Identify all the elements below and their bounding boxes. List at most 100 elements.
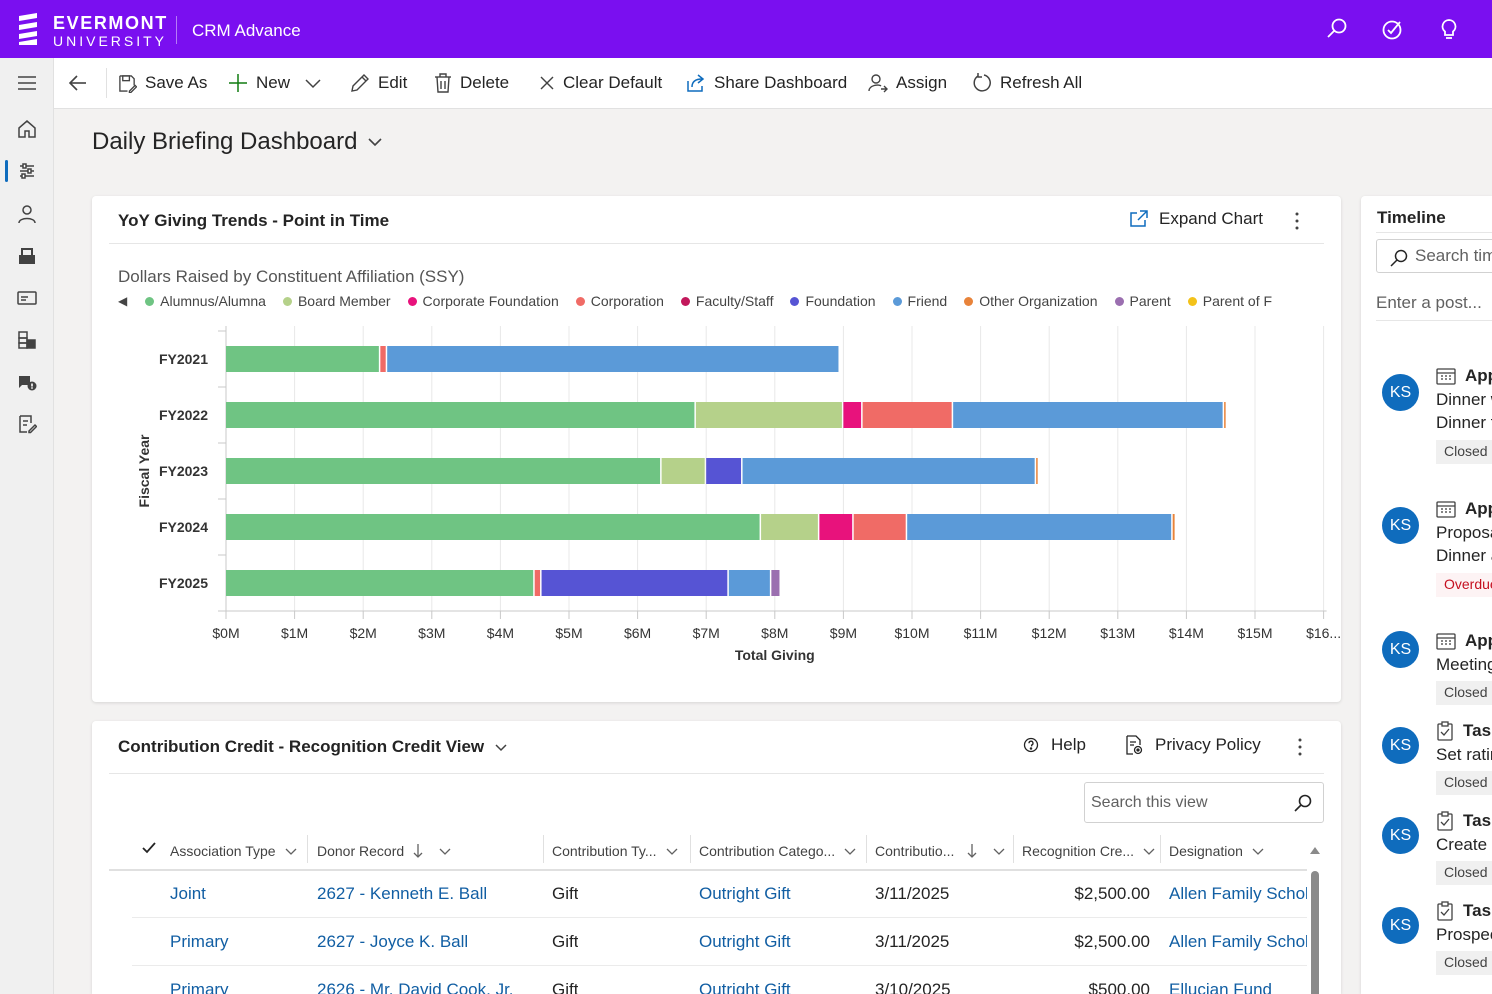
association-type-link[interactable]: Primary: [170, 932, 229, 951]
task-check-icon[interactable]: [1381, 17, 1405, 41]
legend-item[interactable]: Parent: [1114, 293, 1171, 309]
timeline-entry[interactable]: KS Appointment Proposal Dinner and Overdue: [1361, 499, 1492, 627]
lightbulb-icon[interactable]: [1437, 17, 1461, 41]
timeline-entry[interactable]: KS Appointment Meeting Closed: [1361, 631, 1492, 759]
app-name[interactable]: CRM Advance: [192, 21, 301, 40]
column-header-contribution-category[interactable]: Contribution Catego...: [699, 831, 864, 871]
y-category-label: FY2021: [159, 351, 208, 367]
contribution-category-link[interactable]: Outright Gift: [699, 884, 791, 903]
search-icon[interactable]: [1325, 17, 1349, 41]
timeline-entry[interactable]: KS Appointment Dinner with Dinner to Closed: [1361, 366, 1492, 494]
select-all-checkmark-icon[interactable]: [141, 840, 157, 856]
dashboard-selector[interactable]: Daily Briefing Dashboard: [92, 128, 383, 156]
help-icon: [1023, 737, 1039, 753]
app-header: EVERMONT UNIVERSITY CRM Advance: [0, 0, 1492, 58]
clear-default-button[interactable]: Clear Default: [539, 70, 662, 96]
association-type-link[interactable]: Joint: [170, 884, 206, 903]
contact-icon[interactable]: [0, 195, 54, 233]
column-header-contribution-date[interactable]: Contributio...: [875, 831, 1015, 871]
legend-item[interactable]: Alumnus/Alumna: [145, 293, 266, 309]
association-type-link[interactable]: Primary: [170, 980, 229, 994]
grid-card-title: Contribution Credit - Recognition Credit…: [118, 737, 485, 756]
legend-item[interactable]: Corporation: [575, 293, 664, 309]
legend-item[interactable]: Parent of F: [1187, 293, 1272, 309]
help-label: Help: [1051, 735, 1086, 754]
edit-button[interactable]: Edit: [350, 70, 407, 96]
legend-swatch: [964, 296, 974, 306]
notes-icon[interactable]: [0, 405, 54, 443]
table-row[interactable]: Primary 2627 - Joyce K. Ball Gift Outrig…: [132, 918, 1307, 966]
table-row[interactable]: Joint 2627 - Kenneth E. Ball Gift Outrig…: [132, 870, 1307, 918]
new-dropdown-button[interactable]: [304, 70, 330, 96]
search-icon[interactable]: [1293, 793, 1313, 813]
x-axis-title: Total Giving: [735, 647, 815, 663]
column-header-donor-record[interactable]: Donor Record: [317, 831, 537, 871]
share-dashboard-button[interactable]: Share Dashboard: [686, 70, 847, 96]
donor-record-link[interactable]: 2627 - Kenneth E. Ball: [317, 884, 488, 903]
table-icon[interactable]: [0, 321, 54, 359]
timeline-entry[interactable]: KS Task Create pro Closed: [1361, 811, 1492, 939]
timeline-entry[interactable]: KS Task Prospect Closed: [1361, 901, 1492, 994]
assign-button[interactable]: Assign: [868, 70, 947, 96]
privacy-policy-button[interactable]: Privacy Policy: [1125, 735, 1261, 755]
search-icon: [1390, 249, 1408, 267]
legend-item[interactable]: Other Organization: [964, 293, 1098, 309]
refresh-all-button[interactable]: Refresh All: [972, 70, 1082, 96]
dashboard-icon[interactable]: [0, 152, 54, 190]
column-header-designation[interactable]: Designation: [1169, 831, 1289, 871]
back-arrow-icon[interactable]: [66, 71, 90, 95]
scroll-up-icon[interactable]: [1310, 845, 1320, 855]
column-header-recognition-credit[interactable]: Recognition Cre...: [1022, 831, 1162, 871]
legend-prev-icon[interactable]: ◀: [118, 294, 128, 309]
bar-segment: [1172, 514, 1175, 540]
timeline-entry-subject: Create pro: [1436, 835, 1492, 854]
bar-segment: [226, 514, 760, 540]
bar-segment: [226, 570, 534, 596]
avatar[interactable]: KS: [1382, 374, 1419, 411]
donor-record-link[interactable]: 2627 - Joyce K. Ball: [317, 932, 469, 951]
more-options-icon[interactable]: [1287, 211, 1307, 231]
legend-item[interactable]: Foundation: [790, 293, 876, 309]
home-icon[interactable]: [0, 110, 54, 148]
more-options-icon[interactable]: [1290, 737, 1310, 757]
avatar[interactable]: KS: [1382, 507, 1419, 544]
view-selector[interactable]: Contribution Credit - Recognition Credit…: [118, 737, 508, 757]
status-badge: Closed: [1436, 771, 1492, 795]
contribution-category-link[interactable]: Outright Gift: [699, 932, 791, 951]
column-header-contribution-type[interactable]: Contribution Ty...: [552, 831, 687, 871]
delete-button[interactable]: Delete: [434, 70, 509, 96]
card-icon[interactable]: [0, 279, 54, 317]
column-header-association-type[interactable]: Association Type: [170, 831, 300, 871]
help-button[interactable]: Help: [1023, 735, 1086, 755]
scrollbar-thumb[interactable]: [1311, 871, 1319, 994]
avatar[interactable]: KS: [1382, 631, 1419, 668]
designation-link[interactable]: Ellucian Fund: [1169, 980, 1273, 994]
timeline-search-input[interactable]: [1415, 246, 1492, 266]
inbox-icon[interactable]: [0, 237, 54, 275]
timeline-entry[interactable]: KS Task Set rating Closed: [1361, 721, 1492, 849]
legend-item[interactable]: Faculty/Staff: [680, 293, 774, 310]
designation-link[interactable]: Allen Family Scholarship: [1169, 884, 1307, 903]
legend-item[interactable]: Corporate Foundation: [407, 293, 559, 309]
legend-item[interactable]: Friend: [892, 293, 947, 309]
legend-item[interactable]: Board Member: [282, 293, 391, 309]
bar-segment: [695, 402, 842, 428]
grid-search-input[interactable]: [1091, 791, 1281, 815]
expand-chart-button[interactable]: Expand Chart: [1129, 209, 1263, 229]
timeline-post-input[interactable]: [1376, 293, 1492, 313]
designation-link[interactable]: Allen Family Scholarship: [1169, 932, 1307, 951]
university-logo-text[interactable]: EVERMONT UNIVERSITY: [53, 14, 168, 48]
avatar[interactable]: KS: [1382, 907, 1419, 944]
campaign-icon[interactable]: [0, 363, 54, 401]
new-button[interactable]: New: [228, 70, 290, 96]
status-badge: Closed: [1436, 440, 1492, 464]
table-row[interactable]: Primary 2626 - Mr. David Cook, Jr. Gift …: [132, 966, 1307, 994]
save-as-button[interactable]: Save As: [118, 70, 207, 96]
grid-scrollbar[interactable]: [1310, 845, 1320, 994]
avatar[interactable]: KS: [1382, 817, 1419, 854]
donor-record-link[interactable]: 2626 - Mr. David Cook, Jr.: [317, 980, 514, 994]
menu-icon[interactable]: [0, 64, 54, 102]
legend-label: Faculty/Staff: [695, 293, 774, 310]
avatar[interactable]: KS: [1382, 727, 1419, 764]
contribution-category-link[interactable]: Outright Gift: [699, 980, 791, 994]
